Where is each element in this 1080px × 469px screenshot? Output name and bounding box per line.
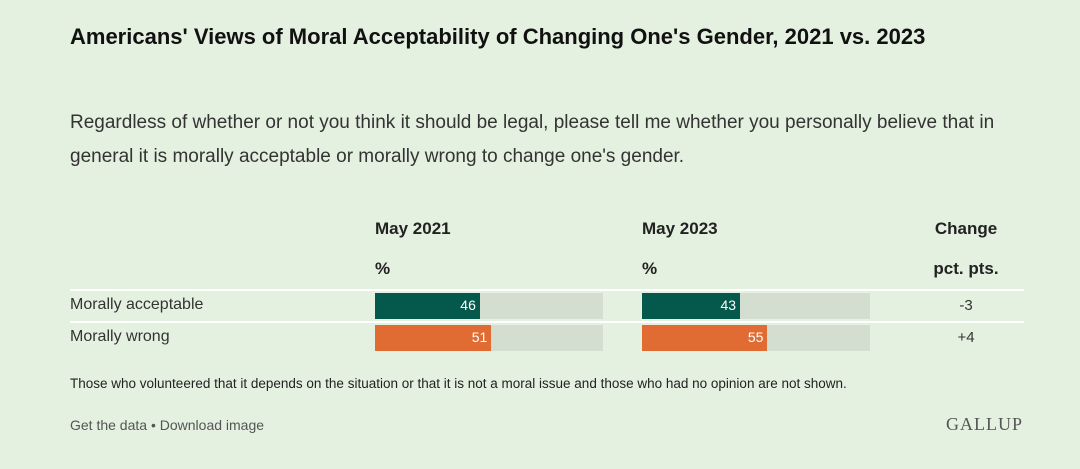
bar-2023-morally-wrong: 55 [642, 325, 768, 351]
gallup-logo: GALLUP [946, 414, 1023, 434]
data-label: 55 [747, 329, 764, 345]
footer-links: Get the data • Download image [70, 417, 264, 433]
footnote: Those who volunteered that it depends on… [70, 376, 847, 391]
row-divider [70, 321, 1024, 323]
col-header-2023: May 2023 [642, 219, 718, 238]
data-label: 51 [471, 329, 488, 345]
bar-track: 55 [642, 325, 870, 351]
change-value: +4 [957, 329, 975, 346]
data-label: 43 [720, 297, 737, 313]
col-unit-change: pct. pts. [933, 259, 999, 278]
get-data-link[interactable]: Get the data [70, 417, 148, 433]
data-label: 46 [460, 297, 476, 313]
col-header-change: Change [934, 219, 998, 238]
bar-2023-morally-acceptable: 43 [642, 293, 741, 319]
bar-2021-morally-wrong: 51 [375, 325, 492, 351]
row-divider [70, 289, 1024, 291]
change-value: -3 [959, 297, 973, 314]
chart-title: Americans' Views of Moral Acceptability … [70, 24, 926, 49]
col-header-2021: May 2021 [375, 219, 451, 238]
col-unit-2021: % [375, 259, 391, 278]
chart-subtitle: Regardless of whether or not you think i… [70, 112, 995, 167]
download-image-link[interactable]: Download image [159, 417, 265, 433]
bar-track: 43 [642, 293, 870, 319]
row-label-morally-acceptable: Morally acceptable [70, 296, 204, 313]
bar-track: 46 [375, 293, 603, 319]
bar-track: 51 [375, 325, 603, 351]
col-unit-2023: % [642, 259, 658, 278]
bar-2021-morally-acceptable: 46 [375, 293, 480, 319]
row-label-morally-wrong: Morally wrong [70, 328, 170, 345]
link-separator: • [150, 417, 156, 433]
